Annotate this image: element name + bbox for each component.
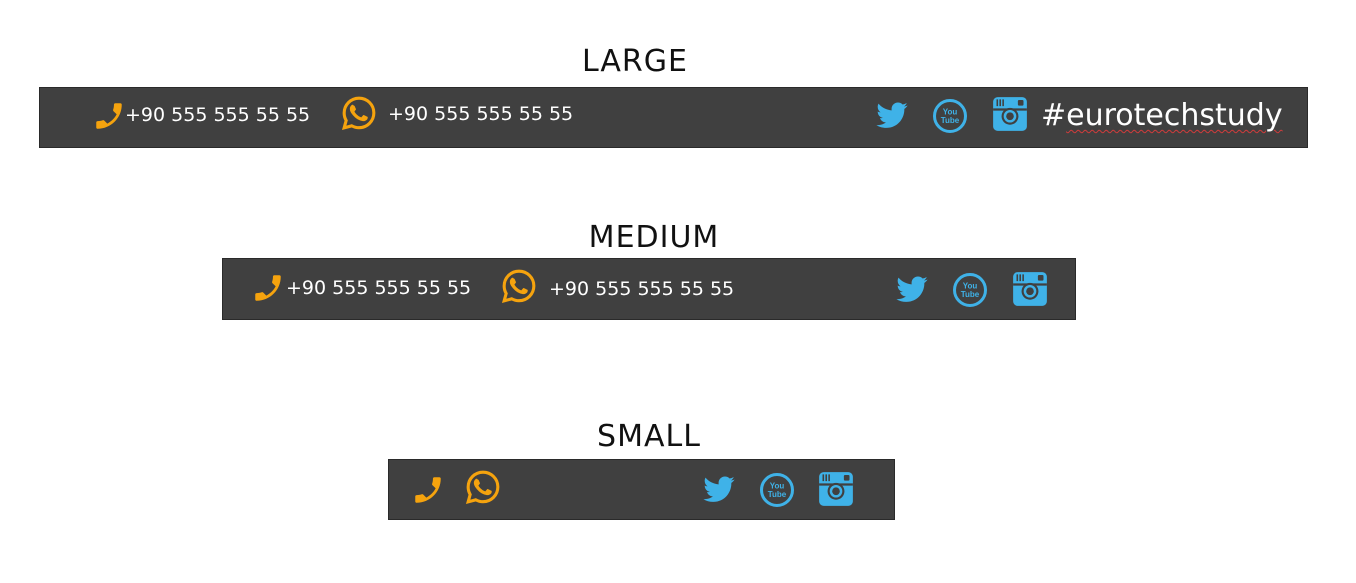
contact-bar-large: +90 555 555 55 55 +90 555 555 55 55 You T… [39, 87, 1308, 148]
youtube-badge-text: You [963, 282, 978, 291]
hashtag-prefix: # [1041, 98, 1067, 133]
hashtag[interactable]: #eurotechstudy [1041, 98, 1283, 133]
phone-icon[interactable] [411, 470, 445, 510]
youtube-icon[interactable]: You Tube [932, 98, 968, 134]
twitter-icon[interactable] [700, 473, 738, 507]
youtube-icon[interactable]: You Tube [952, 272, 988, 308]
twitter-icon[interactable] [893, 273, 931, 307]
whatsapp-icon[interactable] [500, 267, 538, 305]
youtube-badge-text: Tube [768, 490, 787, 499]
twitter-icon[interactable] [873, 99, 911, 133]
size-label-large: LARGE [582, 44, 688, 79]
hashtag-word: eurotechstudy [1066, 98, 1283, 133]
youtube-badge-text: Tube [961, 290, 980, 299]
size-label-medium: MEDIUM [588, 220, 720, 255]
phone-number[interactable]: +90 555 555 55 55 [286, 277, 472, 299]
contact-bar-medium: +90 555 555 55 55 +90 555 555 55 55 You T… [222, 258, 1076, 320]
youtube-icon[interactable]: You Tube [759, 472, 795, 508]
instagram-icon[interactable] [992, 96, 1028, 132]
phone-icon[interactable] [92, 96, 126, 136]
instagram-icon[interactable] [1012, 271, 1048, 307]
youtube-badge-text: Tube [941, 116, 960, 125]
phone-number[interactable]: +90 555 555 55 55 [125, 104, 311, 126]
phone-icon[interactable] [251, 268, 285, 308]
contact-bar-small: You Tube [388, 459, 895, 520]
whatsapp-number[interactable]: +90 555 555 55 55 [549, 278, 735, 300]
youtube-badge-text: You [770, 482, 785, 491]
whatsapp-icon[interactable] [464, 468, 502, 506]
size-label-small: SMALL [597, 419, 701, 454]
whatsapp-icon[interactable] [340, 94, 378, 132]
whatsapp-number[interactable]: +90 555 555 55 55 [388, 103, 574, 125]
youtube-badge-text: You [943, 108, 958, 117]
instagram-icon[interactable] [818, 471, 854, 507]
